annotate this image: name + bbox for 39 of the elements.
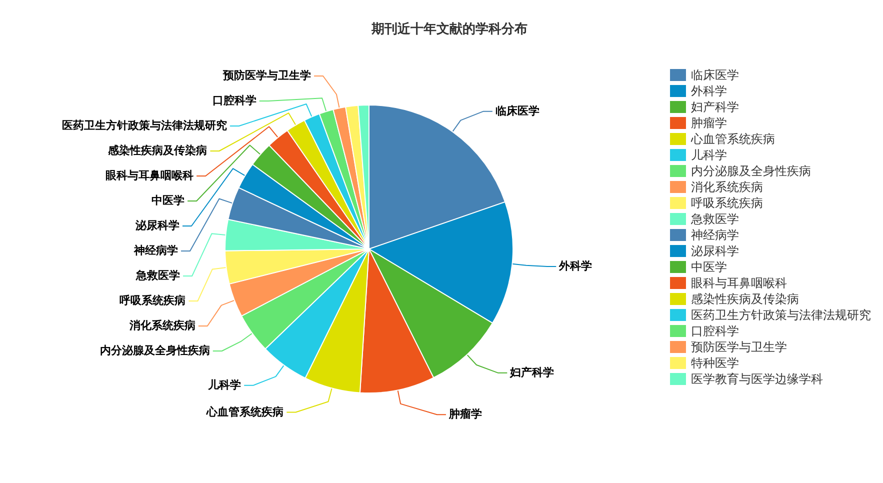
slice-label: 急救医学: [135, 269, 180, 282]
slice-label: 外科学: [558, 259, 592, 272]
legend-label: 感染性疾病及传染病: [691, 292, 799, 306]
legend-label: 神经病学: [691, 228, 739, 242]
legend-label: 特种医学: [691, 356, 739, 370]
legend-label: 预防医学与卫生学: [691, 340, 787, 354]
slice-label: 预防医学与卫生学: [222, 69, 312, 82]
slice-label: 中医学: [152, 194, 185, 207]
legend-label: 妇产科学: [691, 100, 739, 114]
slice-label: 神经病学: [133, 244, 178, 257]
legend-label: 中医学: [691, 260, 727, 274]
slice-label: 内分泌腺及全身性疾病: [100, 344, 210, 357]
legend-label: 外科学: [691, 84, 727, 98]
legend-label: 医药卫生方针政策与法律法规研究: [691, 308, 871, 322]
slice-label: 心血管系统疾病: [206, 405, 284, 418]
slice-label: 泌尿科学: [134, 219, 180, 232]
legend-label: 呼吸系统疾病: [691, 196, 763, 210]
slice-label: 眼科与耳鼻咽喉科: [106, 169, 194, 182]
slice-label: 口腔科学: [212, 94, 256, 107]
legend-label: 内分泌腺及全身性疾病: [691, 164, 811, 178]
chart-title: 期刊近十年文献的学科分布: [370, 21, 528, 37]
slice-label: 感染性疾病及传染病: [107, 144, 208, 157]
legend-label: 泌尿科学: [691, 244, 739, 258]
legend-label: 医学教育与医学边缘学科: [691, 372, 823, 386]
slice-label: 妇产科学: [509, 366, 554, 379]
legend-label: 肿瘤学: [691, 116, 727, 130]
legend-label: 眼科与耳鼻咽喉科: [691, 276, 787, 290]
slice-label: 医药卫生方针政策与法律法规研究: [62, 119, 227, 132]
legend-label: 口腔科学: [691, 324, 739, 338]
slice-label: 儿科学: [207, 378, 242, 392]
legend-label: 急救医学: [690, 212, 739, 226]
slice-label: 呼吸系统疾病: [120, 294, 186, 307]
legend-label: 消化系统疾病: [691, 180, 763, 194]
slice-label: 消化系统疾病: [128, 319, 196, 332]
legend-label: 儿科学: [691, 148, 727, 162]
legend-label: 心血管系统疾病: [690, 132, 775, 146]
slice-label: 临床医学: [495, 104, 540, 118]
legend-label: 临床医学: [691, 68, 739, 82]
slice-label: 肿瘤学: [448, 408, 482, 421]
